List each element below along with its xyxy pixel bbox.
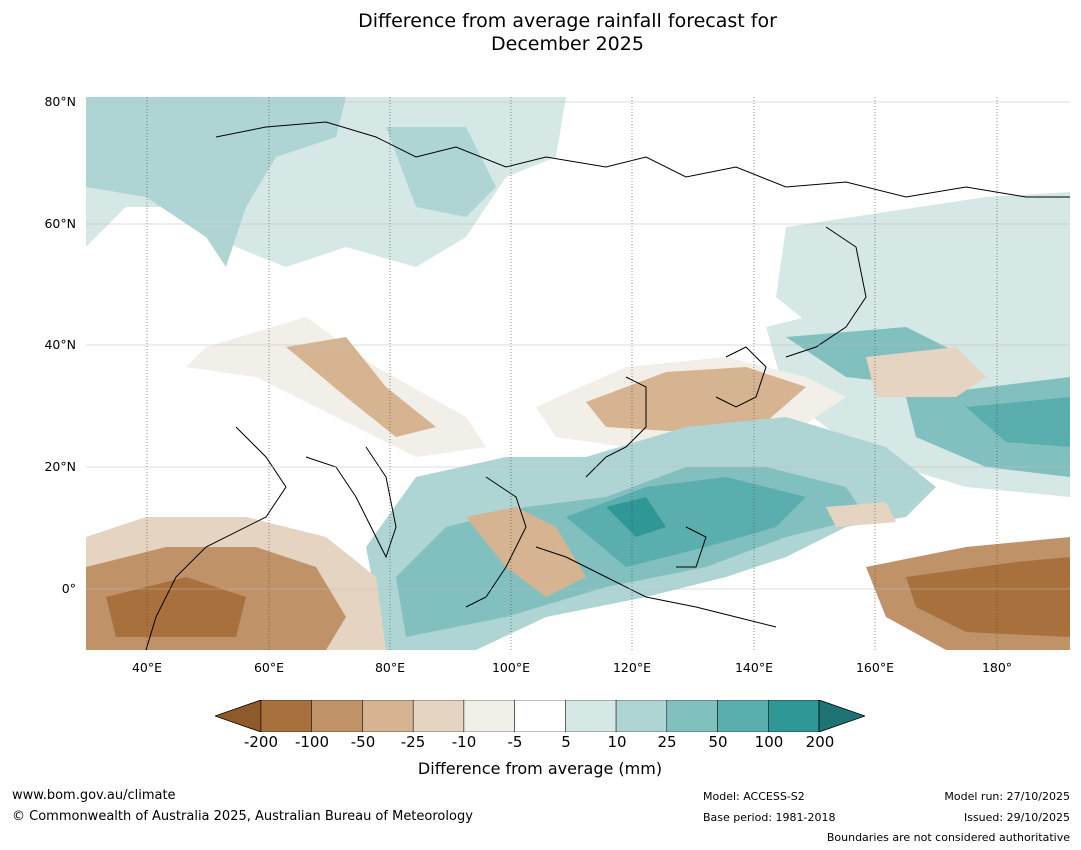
lon-label-60e: 60°E — [253, 660, 285, 675]
lon-label-140e: 140°E — [734, 660, 773, 675]
rainfall-map-svg — [86, 97, 1070, 650]
colorbar-tick: -5 — [507, 733, 523, 751]
anomaly-wet-east-pacific-core — [966, 397, 1070, 447]
anomaly-dry-se-pacific-band — [826, 502, 896, 527]
colorbar — [213, 699, 867, 733]
colorbar-tick: -50 — [350, 733, 376, 751]
rainfall-map — [86, 97, 1070, 650]
footer-issued: Issued: 29/10/2025 — [963, 811, 1070, 824]
anomaly-wet-philippines-core — [606, 497, 666, 537]
lon-label-40e: 40°E — [131, 660, 163, 675]
colorbar-tick: 100 — [754, 733, 784, 751]
anomaly-wet-north-core2 — [386, 127, 496, 217]
anomaly-dry-west-indian-ocean-core2 — [106, 577, 246, 637]
colorbar-segment — [311, 699, 363, 733]
meridians — [146, 97, 998, 650]
title-line-1: Difference from average rainfall forecas… — [358, 10, 777, 32]
colorbar-tick: 10 — [607, 733, 627, 751]
colorbar-svg — [213, 699, 867, 733]
lon-label-180: 180° — [981, 660, 1013, 675]
colorbar-tick: -25 — [400, 733, 426, 751]
anomaly-dry-maritime — [466, 507, 586, 597]
colorbar-segment — [768, 699, 820, 733]
graticule — [86, 101, 1070, 590]
lat-label-20n: 20°N — [44, 459, 76, 474]
colorbar-segment — [463, 699, 515, 733]
anomaly-dry-central-pacific — [866, 347, 986, 397]
colorbar-tick: -10 — [451, 733, 477, 751]
footer-model-run: Model run: 27/10/2025 — [944, 790, 1070, 803]
colorbar-tick: 25 — [657, 733, 677, 751]
colorbar-ticks: -200 -100 -50 -25 -10 -5 5 10 25 50 100 … — [0, 733, 1081, 753]
map-title: Difference from average rainfall forecas… — [0, 10, 1081, 56]
footer-disclaimer: Boundaries are not considered authoritat… — [826, 831, 1070, 844]
anomaly-dry-himalaya-core — [286, 337, 436, 437]
colorbar-segment — [362, 699, 414, 733]
lon-label-120e: 120°E — [612, 660, 651, 675]
colorbar-arrow-high — [818, 699, 867, 733]
lat-label-80n: 80°N — [44, 94, 76, 109]
lat-label-60n: 60°N — [44, 216, 76, 231]
footer-copyright: © Commonwealth of Australia 2025, Austra… — [12, 809, 473, 824]
lon-label-80e: 80°E — [374, 660, 406, 675]
lat-label-40n: 40°N — [44, 337, 76, 352]
colorbar-tick: 50 — [708, 733, 728, 751]
colorbar-segment — [565, 699, 617, 733]
title-line-2: December 2025 — [491, 33, 644, 55]
colorbar-label: Difference from average (mm) — [417, 759, 663, 778]
colorbar-tick: -200 — [243, 733, 279, 751]
lon-label-100e: 100°E — [491, 660, 530, 675]
colorbar-segment — [615, 699, 668, 733]
lon-label-160e: 160°E — [855, 660, 894, 675]
coastlines — [145, 121, 1070, 650]
colorbar-arrow-low — [213, 699, 262, 733]
anomaly-wet-tropics-core — [566, 477, 806, 567]
colorbar-segment — [717, 699, 769, 733]
colorbar-segment — [666, 699, 718, 733]
colorbar-segment — [514, 699, 566, 733]
colorbar-tick: 200 — [805, 733, 835, 751]
colorbar-segment — [260, 699, 312, 733]
anomaly-dry-se-pacific-core — [906, 557, 1070, 637]
footer-base-period: Base period: 1981-2018 — [703, 811, 836, 824]
colorbar-segment — [412, 699, 465, 733]
lat-label-0: 0° — [61, 581, 76, 596]
footer-model: Model: ACCESS-S2 — [703, 790, 805, 803]
footer-website[interactable]: www.bom.gov.au/climate — [12, 788, 176, 803]
anomaly-dry-east-asia-core — [586, 367, 806, 432]
colorbar-tick: -100 — [294, 733, 330, 751]
colorbar-tick: 5 — [561, 733, 571, 751]
anomaly-wet-north-core — [86, 97, 346, 267]
